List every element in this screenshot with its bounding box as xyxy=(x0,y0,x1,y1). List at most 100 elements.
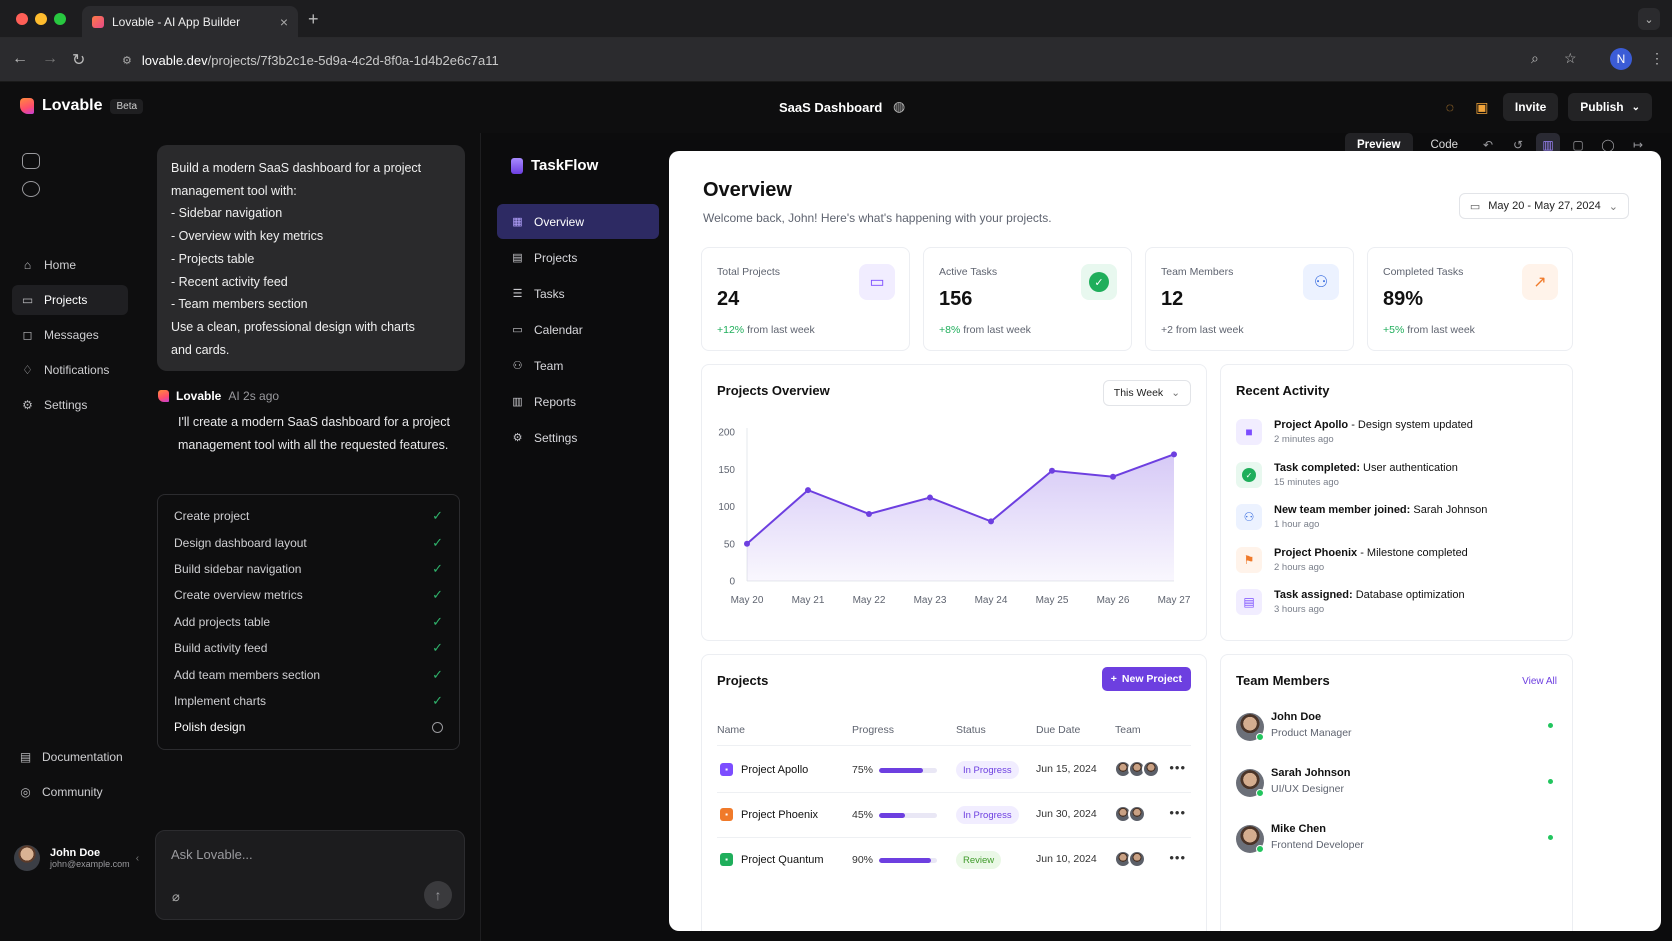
table-row[interactable]: ▪ Project Phoenix 45% In Progress Jun 30,… xyxy=(717,793,1191,837)
project-name: ▪ Project Phoenix xyxy=(720,808,818,821)
user-profile[interactable]: John Doe john@example.com ‹ xyxy=(14,845,139,871)
column-header[interactable]: Status xyxy=(956,724,986,736)
minimize-window-button[interactable] xyxy=(35,13,47,25)
check-circle-icon: ✓ xyxy=(1236,462,1262,488)
column-header[interactable]: Progress xyxy=(852,724,895,736)
activity-text: Project Apollo - Design system updated xyxy=(1274,419,1473,431)
search-icon[interactable]: ⌕ xyxy=(1531,50,1539,66)
tab-search-chevron-icon[interactable]: ⌄ xyxy=(1638,8,1660,30)
table-row[interactable]: ▪ Project Apollo 75% In Progress Jun 15, … xyxy=(717,748,1191,792)
view-all-link[interactable]: View All xyxy=(1522,676,1557,687)
rail-item-projects[interactable]: ▭ Projects xyxy=(12,285,128,315)
browser-tab[interactable]: Lovable - AI App Builder × xyxy=(82,6,298,38)
data-point xyxy=(927,494,933,501)
area-fill xyxy=(747,454,1174,581)
more-options-icon[interactable]: ••• xyxy=(1169,850,1186,865)
composer-input[interactable]: Ask Lovable... xyxy=(171,847,253,862)
publish-button[interactable]: Publish ⌄ xyxy=(1568,93,1652,121)
close-window-button[interactable] xyxy=(16,13,28,25)
x-tick-label: May 25 xyxy=(1036,595,1069,606)
member-name: Mike Chen xyxy=(1271,823,1327,835)
refresh-preview-icon[interactable]: ◯ xyxy=(1601,138,1615,152)
divider xyxy=(717,745,1191,746)
table-row[interactable]: ▪ Project Quantum 90% Review Jun 10, 2024… xyxy=(717,838,1191,882)
progress-fill xyxy=(879,768,923,773)
rail-item-messages[interactable]: ◻ Messages xyxy=(12,320,128,350)
maximize-window-button[interactable] xyxy=(54,13,66,25)
range-select[interactable]: This Week ⌄ xyxy=(1102,380,1191,406)
prompt-line: - Projects table xyxy=(171,251,255,266)
projects-overview-title: Projects Overview xyxy=(717,383,830,398)
history-icon[interactable]: ▣ xyxy=(1475,98,1489,115)
member-name: Sarah Johnson xyxy=(1271,767,1351,779)
attach-icon[interactable]: ⌀ xyxy=(172,889,180,904)
more-options-icon[interactable]: ••• xyxy=(1169,805,1186,820)
sidebar-toggle-icon[interactable] xyxy=(22,153,40,169)
tf-nav-reports[interactable]: ▥ Reports xyxy=(497,384,659,419)
forward-arrow-icon[interactable]: → xyxy=(42,50,58,67)
rail-item-notifications[interactable]: ♢ Notifications xyxy=(12,355,128,385)
date-range-picker[interactable]: ▭ May 20 - May 27, 2024 ⌄ xyxy=(1458,193,1629,219)
data-point xyxy=(866,510,872,517)
rail-item-documentation[interactable]: ▤ Documentation xyxy=(10,742,126,772)
team-avatars xyxy=(1114,760,1160,778)
open-external-icon[interactable]: ↦ xyxy=(1632,138,1644,152)
redo-icon[interactable]: ↺ xyxy=(1512,138,1524,152)
rail-item-home[interactable]: ⌂ Home xyxy=(12,250,128,280)
site-info-icon[interactable]: ⚙ xyxy=(122,54,132,67)
tablet-view-icon[interactable]: ▢ xyxy=(1572,138,1584,152)
tab-code[interactable]: Code xyxy=(1430,139,1459,151)
tf-nav-calendar[interactable]: ▭ Calendar xyxy=(497,312,659,347)
sync-icon[interactable]: ◌ xyxy=(1445,99,1455,115)
team-member-row[interactable]: Sarah Johnson UI/UX Designer xyxy=(1236,767,1557,803)
new-project-button[interactable]: + New Project xyxy=(1101,667,1191,691)
refresh-icon[interactable] xyxy=(22,181,40,197)
bookmark-star-icon[interactable]: ☆ xyxy=(1564,50,1577,66)
new-tab-button[interactable]: + xyxy=(308,9,319,29)
tf-nav-settings[interactable]: ⚙ Settings xyxy=(497,420,659,455)
list-icon: ☰ xyxy=(512,288,523,300)
invite-button[interactable]: Invite xyxy=(1502,93,1559,121)
rail-item-label: Messages xyxy=(44,328,99,342)
tf-nav-overview[interactable]: ▦ Overview xyxy=(497,204,659,239)
calendar-icon: ▭ xyxy=(1469,200,1481,213)
back-arrow-icon[interactable]: ← xyxy=(12,50,28,67)
kpi-value: 156 xyxy=(939,288,973,310)
rail-item-settings[interactable]: ⚙ Settings xyxy=(12,390,128,420)
check-icon: ✓ xyxy=(432,560,443,576)
prompt-line: Use a clean, professional design with ch… xyxy=(171,319,415,334)
tf-nav-projects[interactable]: ▤ Projects xyxy=(497,240,659,275)
more-options-icon[interactable]: ••• xyxy=(1169,760,1186,775)
column-header[interactable]: Name xyxy=(717,724,746,736)
send-button[interactable]: ↑ xyxy=(424,881,452,909)
column-header[interactable]: Due Date xyxy=(1036,724,1081,736)
message-icon: ◻ xyxy=(22,328,33,342)
chat-composer[interactable]: Ask Lovable... ⌀ ↑ xyxy=(155,830,465,920)
left-rail: ⌂ Home ▭ Projects ◻ Messages ♢ Notificat… xyxy=(0,133,140,941)
page-subtitle: Welcome back, John! Here's what's happen… xyxy=(703,211,1052,225)
tf-nav-label: Overview xyxy=(534,214,585,229)
profile-avatar[interactable]: N xyxy=(1610,48,1632,70)
rail-item-community[interactable]: ◎ Community xyxy=(10,777,126,807)
reload-icon[interactable]: ↻ xyxy=(72,52,86,69)
kpi-card-active-tasks: Active Tasks 156 +8% from last week ✓ xyxy=(923,247,1132,351)
url-field[interactable]: ⚙ lovable.dev/projects/7f3b2c1e-5d9a-4c2… xyxy=(108,44,1588,76)
project-name: ▪ Project Quantum xyxy=(720,853,824,866)
progress-percent: 90% xyxy=(852,854,874,866)
globe-icon[interactable]: ◍ xyxy=(893,98,906,114)
column-header[interactable]: Team xyxy=(1115,724,1141,736)
team-member-row[interactable]: Mike Chen Frontend Developer xyxy=(1236,823,1557,859)
activity-subject: New team member joined: xyxy=(1274,504,1411,516)
team-member-row[interactable]: John Doe Product Manager xyxy=(1236,711,1557,747)
project-title[interactable]: SaaS Dashboard xyxy=(779,100,883,115)
undo-icon[interactable]: ↶ xyxy=(1482,138,1494,152)
activity-item: ⚇ New team member joined: Sarah Johnson 1… xyxy=(1236,504,1487,544)
page-title: Overview xyxy=(703,179,792,201)
browser-menu-icon[interactable]: ⋮ xyxy=(1650,50,1664,66)
member-role: Frontend Developer xyxy=(1271,839,1364,851)
tf-nav-tasks[interactable]: ☰ Tasks xyxy=(497,276,659,311)
y-tick-label: 150 xyxy=(718,465,735,476)
lovable-logo[interactable]: Lovable Beta xyxy=(20,97,144,115)
tab-close-icon[interactable]: × xyxy=(279,14,288,30)
tf-nav-team[interactable]: ⚇ Team xyxy=(497,348,659,383)
